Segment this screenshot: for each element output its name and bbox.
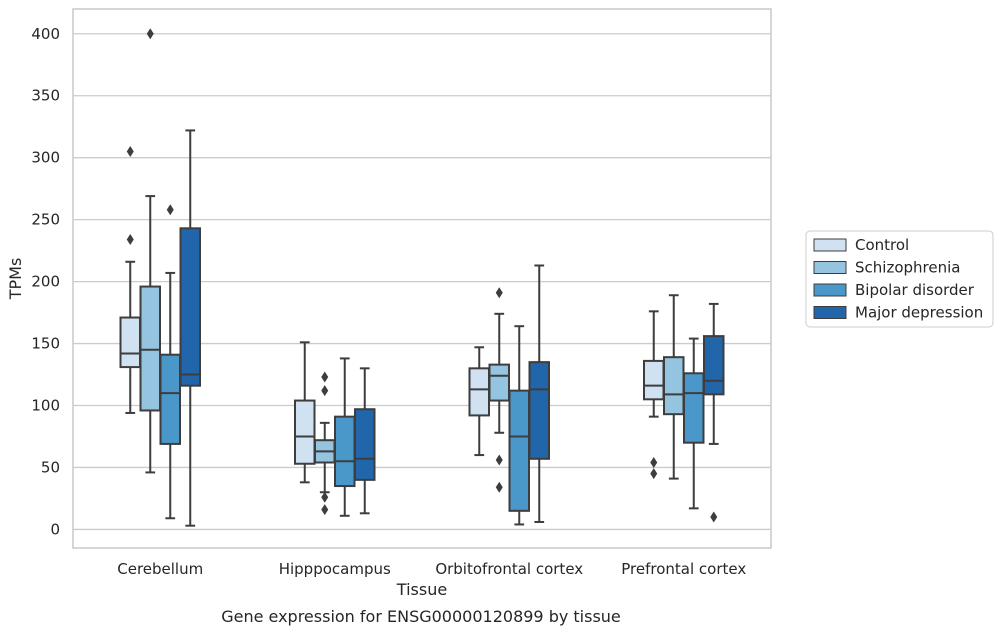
box-body: [179, 227, 201, 387]
box-schizophrenia: [663, 294, 685, 480]
grid-lines: [73, 33, 771, 531]
legend-swatch: [813, 261, 847, 274]
outlier-marker: [321, 385, 329, 397]
plot-area-frame: [72, 8, 772, 549]
outlier-marker: [710, 511, 718, 523]
x-tick-label: Prefrontal cortex: [621, 560, 746, 578]
box-body: [139, 285, 161, 412]
outlier-marker: [650, 468, 658, 480]
y-tick-label: 150: [31, 335, 60, 353]
box-body: [354, 408, 376, 481]
box-bipolar-disorder: [683, 337, 705, 510]
box-major-depression: [179, 129, 201, 527]
y-tick-label: 200: [31, 273, 60, 291]
x-axis-title: Tissue: [396, 580, 447, 599]
box-body: [294, 399, 316, 465]
box-body: [643, 359, 665, 401]
y-tick-label: 350: [31, 87, 60, 105]
outlier-marker: [321, 371, 329, 383]
box-control: [468, 346, 490, 457]
outlier-marker: [146, 28, 154, 40]
box-control: [643, 310, 665, 480]
legend-swatch: [813, 306, 847, 319]
box-body: [488, 363, 510, 402]
box-body: [683, 372, 705, 444]
outlier-marker: [126, 145, 134, 157]
box-body: [663, 356, 685, 416]
outlier-marker: [495, 454, 503, 466]
box-body: [703, 335, 725, 396]
y-tick-label: 300: [31, 149, 60, 167]
box-body: [528, 361, 550, 460]
box-control: [294, 341, 316, 484]
box-body: [119, 316, 141, 369]
legend-swatch: [813, 238, 847, 252]
y-tick-labels: 0 50 100 150 200 250 300 350 400: [31, 25, 60, 539]
box-body: [508, 389, 530, 512]
box-schizophrenia: [488, 287, 510, 493]
legend-label: Schizophrenia: [855, 259, 960, 277]
box-series: [119, 28, 725, 527]
box-body: [159, 353, 181, 445]
outlier-marker: [321, 504, 329, 516]
outlier-marker: [650, 457, 658, 469]
x-tick-label: Orbitofrontal cortex: [435, 560, 583, 578]
box-major-depression: [703, 302, 725, 523]
box-body: [468, 367, 490, 417]
y-tick-label: 100: [31, 397, 60, 415]
y-axis-title: TPMs: [6, 258, 25, 301]
box-schizophrenia: [314, 371, 336, 516]
y-tick-label: 0: [50, 520, 60, 538]
box-bipolar-disorder: [334, 357, 356, 517]
box-bipolar-disorder: [159, 204, 181, 520]
box-control: [119, 145, 141, 414]
x-tick-label: Cerebellum: [117, 560, 203, 578]
box-schizophrenia: [139, 28, 161, 474]
y-tick-label: 400: [31, 25, 60, 43]
legend-frame: [805, 230, 994, 328]
box-body: [334, 415, 356, 488]
outlier-marker: [126, 233, 134, 245]
outlier-marker: [495, 287, 503, 299]
y-tick-label: 250: [31, 211, 60, 229]
legend: Control Schizophrenia Bipolar disorder Majo…: [805, 230, 994, 328]
legend-label: Major depression: [855, 304, 983, 322]
x-tick-labels: Cerebellum Hipppocampus Orbitofrontal cort…: [117, 560, 746, 578]
legend-swatch: [813, 283, 847, 297]
outlier-marker: [495, 481, 503, 493]
outlier-marker: [166, 204, 174, 216]
outlier-marker: [321, 491, 329, 503]
legend-label: Bipolar disorder: [855, 281, 975, 299]
box-major-depression: [528, 264, 550, 523]
legend-label: Control: [855, 236, 909, 254]
y-tick-label: 50: [41, 458, 60, 476]
x-tick-label: Hipppocampus: [279, 560, 391, 578]
chart-caption: Gene expression for ENSG00000120899 by t…: [221, 607, 621, 626]
box-major-depression: [354, 367, 376, 515]
box-bipolar-disorder: [508, 325, 530, 526]
